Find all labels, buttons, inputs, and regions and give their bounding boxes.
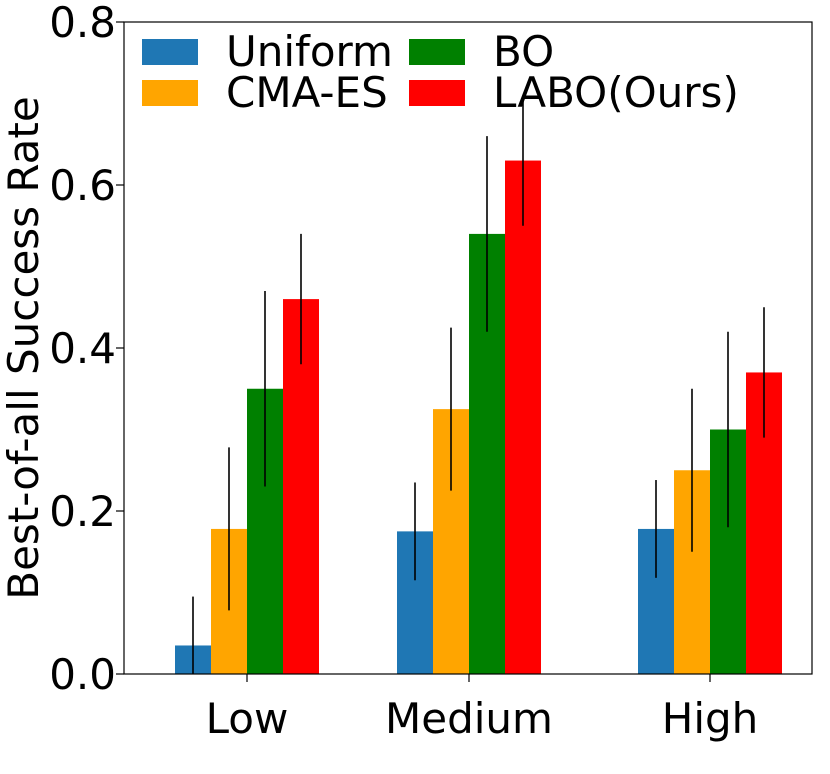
y-tick-label-1: 0.2 [49, 487, 116, 536]
error-bars-layer [192, 95, 765, 674]
bars-layer [175, 160, 782, 675]
legend-swatch-uniform [142, 39, 198, 65]
y-axis-label: Best-of-all Success Rate [0, 96, 48, 599]
y-tick-label-2: 0.4 [49, 324, 116, 373]
y-axis: 0.0 0.2 0.4 0.6 0.8 [49, 0, 124, 699]
legend-swatch-labo-ours [409, 80, 465, 106]
y-tick-label-3: 0.6 [49, 161, 116, 210]
legend-label-uniform: Uniform [226, 27, 393, 76]
x-axis: Low Medium High [206, 674, 759, 743]
legend: Uniform BO CMA-ES LABO(Ours) [142, 27, 739, 117]
y-tick-label-4: 0.8 [49, 0, 116, 47]
legend-label-bo: BO [493, 27, 554, 76]
legend-label-cma-es: CMA-ES [226, 68, 388, 117]
legend-swatch-cma-es [142, 80, 198, 106]
legend-label-labo-ours: LABO(Ours) [493, 68, 739, 117]
x-tick-label-low: Low [206, 694, 289, 743]
x-tick-label-medium: Medium [385, 694, 553, 743]
legend-swatch-bo [409, 39, 465, 65]
x-tick-label-high: High [662, 694, 759, 743]
bar-medium-labo-ours [505, 160, 541, 675]
y-tick-label-0: 0.0 [49, 650, 116, 699]
